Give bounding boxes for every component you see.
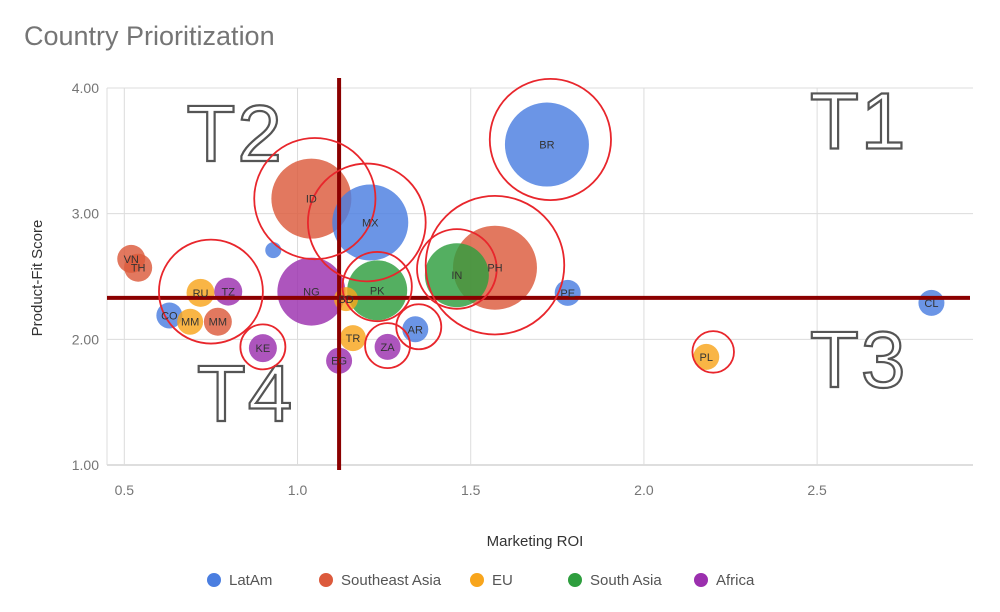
- x-tick-label: 0.5: [115, 482, 135, 498]
- highlight-circle: [364, 322, 412, 370]
- bubble: [265, 242, 282, 259]
- highlight-circles: [158, 78, 735, 374]
- bubble-label: CL: [924, 298, 938, 310]
- x-tick-label: 1.5: [461, 482, 481, 498]
- legend-label: Africa: [716, 572, 755, 589]
- x-tick-label: 2.5: [807, 482, 827, 498]
- bubble-label: CO: [161, 310, 178, 322]
- highlight-circle: [239, 323, 287, 371]
- bubble-mm: [177, 308, 204, 335]
- legend-label: LatAm: [229, 572, 272, 589]
- legend-label: South Asia: [590, 572, 662, 589]
- x-tick-label: 2.0: [634, 482, 654, 498]
- highlight-circle: [253, 137, 377, 261]
- highlight-circle: [424, 195, 566, 336]
- bubble-label: MX: [362, 217, 379, 229]
- bubble-za: [374, 333, 401, 360]
- bubble-label: AR: [408, 324, 423, 336]
- legend-marker: [694, 573, 708, 587]
- highlight-circle: [158, 238, 264, 345]
- bubble-label: EG: [331, 356, 347, 368]
- bubble-co: [156, 302, 183, 329]
- bubble-label: ID: [306, 194, 317, 206]
- legend-item-latam: LatAm: [207, 572, 272, 589]
- legend-marker: [207, 573, 221, 587]
- legend-item-south-asia: South Asia: [568, 572, 662, 589]
- highlight-circle: [691, 330, 735, 374]
- bubble-label: PE: [560, 288, 575, 300]
- highlight-circle: [341, 251, 413, 323]
- highlight-circle: [488, 78, 612, 202]
- legend-marker: [470, 573, 484, 587]
- tier-label-t1: T1: [810, 76, 907, 165]
- bubble-label: ZA: [381, 342, 396, 354]
- legend-item-eu: EU: [470, 572, 513, 589]
- bubble-label: VN: [124, 254, 139, 266]
- bubble-label: PL: [700, 352, 713, 364]
- bubble-label: KE: [256, 343, 271, 355]
- bubbles: [117, 102, 945, 374]
- y-tick-label: 2.00: [72, 331, 99, 347]
- legend-label: Southeast Asia: [341, 572, 442, 589]
- x-axis-title: Marketing ROI: [487, 533, 584, 550]
- y-tick-label: 3.00: [72, 206, 99, 222]
- bubble-pl: [693, 343, 720, 370]
- chart-title: Country Prioritization: [24, 21, 275, 51]
- bubble-mm: [203, 307, 232, 336]
- y-axis-title: Product-Fit Score: [29, 220, 46, 337]
- bubble-label: MM: [181, 317, 199, 329]
- legend-item-africa: Africa: [694, 572, 755, 589]
- bubble-label: PH: [487, 263, 502, 275]
- bubble-label: RU: [193, 288, 209, 300]
- highlight-circle: [416, 228, 498, 310]
- tier-label-t3: T3: [810, 315, 907, 404]
- bubble-tr: [339, 325, 366, 352]
- x-tick-label: 1.0: [288, 482, 308, 498]
- bubble-label: BR: [539, 140, 554, 152]
- highlight-circle: [307, 162, 427, 283]
- legend: LatAm Southeast Asia EU South Asia Africa: [207, 572, 755, 589]
- bubble-label: NG: [303, 287, 320, 299]
- tier-label-t2: T2: [186, 89, 283, 178]
- legend-marker: [319, 573, 333, 587]
- bubble-label: BD: [338, 294, 353, 306]
- bubble-label: IN: [451, 270, 462, 282]
- bubble-label: PK: [370, 285, 385, 297]
- bubble-label: MM: [209, 317, 227, 329]
- legend-item-southeast-asia: Southeast Asia: [319, 572, 442, 589]
- bubble-ng: [277, 257, 346, 326]
- legend-marker: [568, 573, 582, 587]
- bubble-label: TR: [346, 333, 361, 345]
- y-tick-label: 1.00: [72, 457, 99, 473]
- bubble-ke: [248, 334, 277, 363]
- bubble-in: [424, 243, 489, 308]
- bubble-id: [271, 158, 352, 239]
- highlight-circle: [395, 303, 443, 351]
- bubble-label: TZ: [222, 287, 236, 299]
- axis-ticks: 1.00 2.00 3.00 4.00 0.5 1.0 1.5 2.0 2.5: [72, 80, 827, 498]
- bubble-br: [504, 102, 589, 187]
- y-tick-label: 4.00: [72, 80, 99, 96]
- legend-label: EU: [492, 572, 513, 589]
- bubble-th: [124, 253, 153, 282]
- bubble-label: TH: [131, 263, 146, 275]
